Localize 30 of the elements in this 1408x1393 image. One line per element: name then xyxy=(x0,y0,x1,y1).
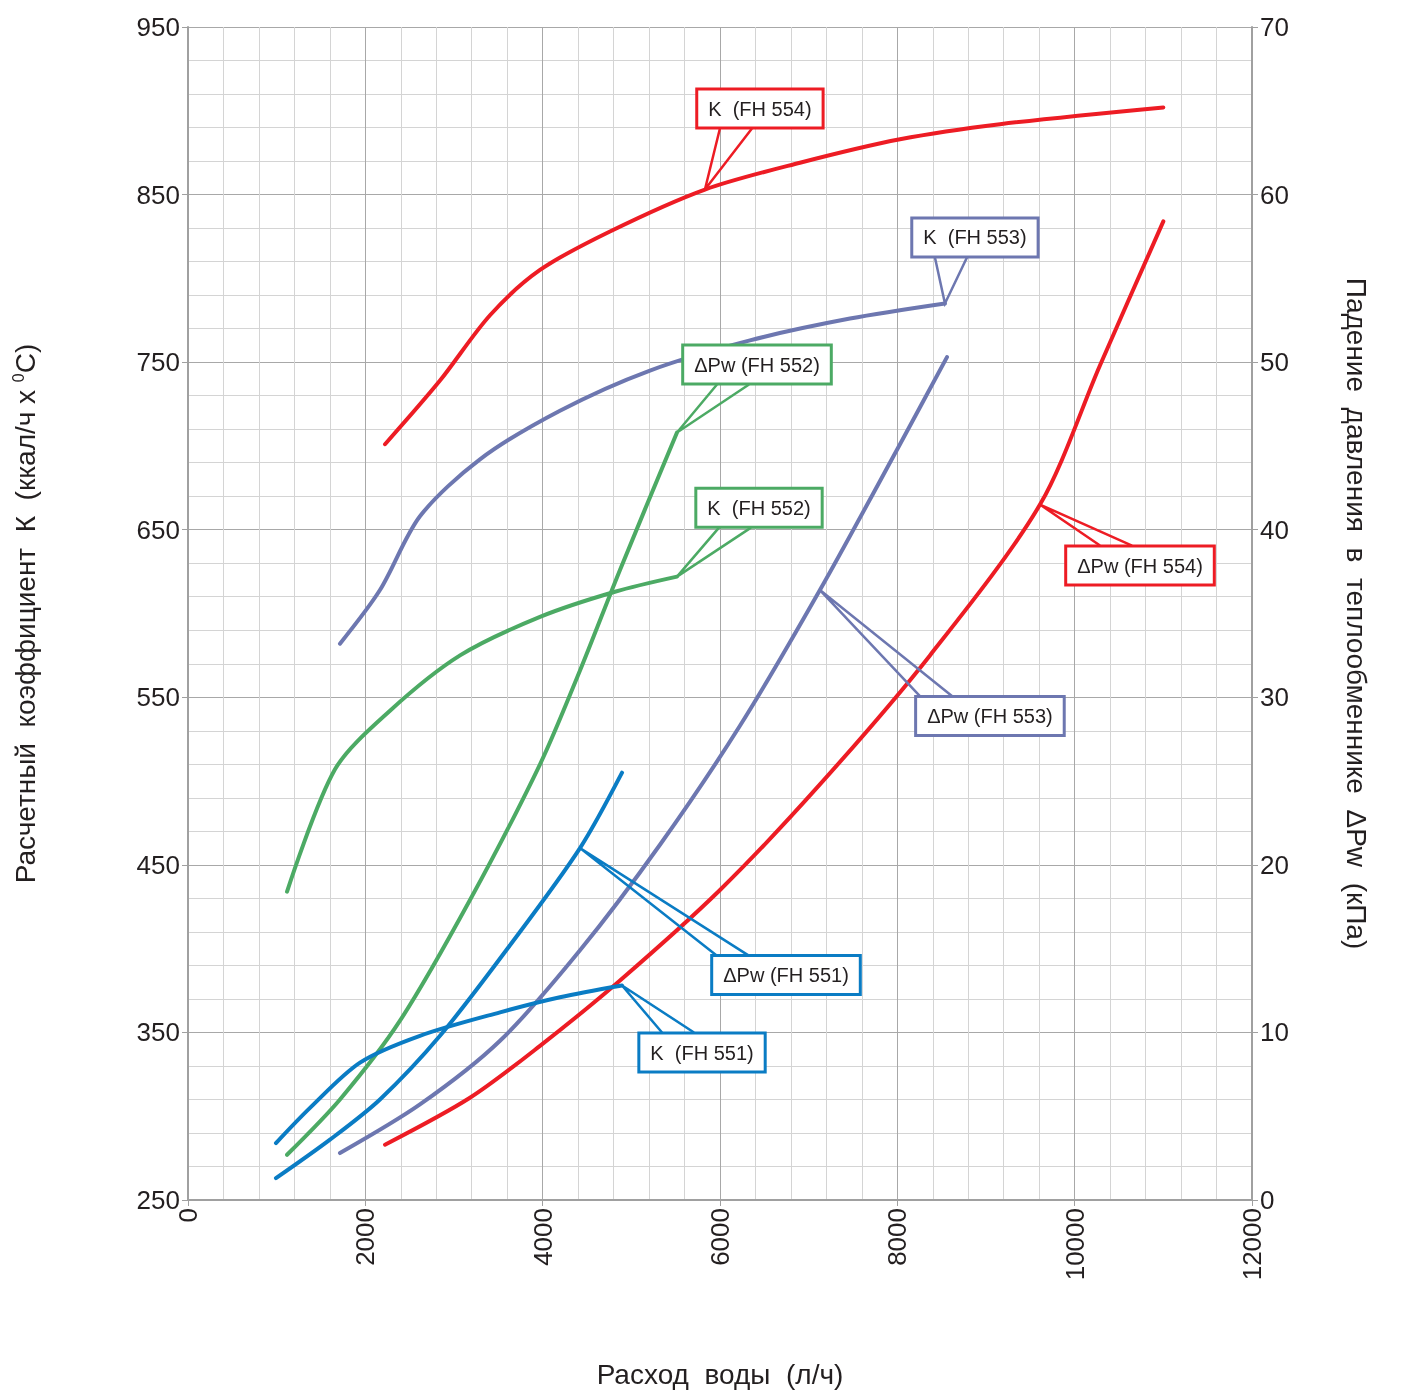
annotation: ΔPw (FH 553) xyxy=(927,705,1053,728)
y-tick-label: 350 xyxy=(136,1017,180,1048)
x-tick-label: 6000 xyxy=(705,1208,735,1266)
annotation: ΔPw (FH 552) xyxy=(694,353,820,376)
y-tick-label: 850 xyxy=(136,179,180,210)
y2-tick-label: 10 xyxy=(1260,1017,1289,1048)
x-tick-label: 8000 xyxy=(882,1208,913,1266)
y2-tick-label: 70 xyxy=(1260,12,1289,42)
y-tick-label: 550 xyxy=(136,682,180,713)
y-tick-label: 950 xyxy=(136,12,180,42)
x-tick-label: 2000 xyxy=(350,1208,381,1266)
y2-axis-title: Падение давления в теплообменнике ΔPw (кПа) xyxy=(1340,277,1372,950)
annotation: K (FH 552) xyxy=(707,496,811,519)
x-tick-label: 10000 xyxy=(1059,1208,1090,1281)
y2-tick-label: 50 xyxy=(1260,347,1289,378)
y-axis-title: Расчетный коэффициент К (ккал/ч x 0C) xyxy=(9,343,41,884)
y2-tick-label: 20 xyxy=(1260,849,1289,880)
y2-tick-label: 40 xyxy=(1260,514,1289,545)
y2-tick-label: 30 xyxy=(1260,682,1289,713)
x-tick-label: 4000 xyxy=(527,1208,558,1266)
annotation: ΔPw (FH 551) xyxy=(723,964,849,987)
y-tick-label: 450 xyxy=(136,849,180,880)
annotation: K (FH 553) xyxy=(923,226,1027,249)
annotation: K (FH 551) xyxy=(650,1041,754,1064)
x-axis-title: Расход воды (л/ч) xyxy=(596,1358,844,1390)
y-tick-label: 650 xyxy=(136,514,180,545)
y2-tick-label: 60 xyxy=(1260,179,1289,210)
annotation: ΔPw (FH 554) xyxy=(1077,554,1203,577)
annotation: K (FH 554) xyxy=(708,97,812,120)
y-tick-label: 750 xyxy=(136,347,180,378)
